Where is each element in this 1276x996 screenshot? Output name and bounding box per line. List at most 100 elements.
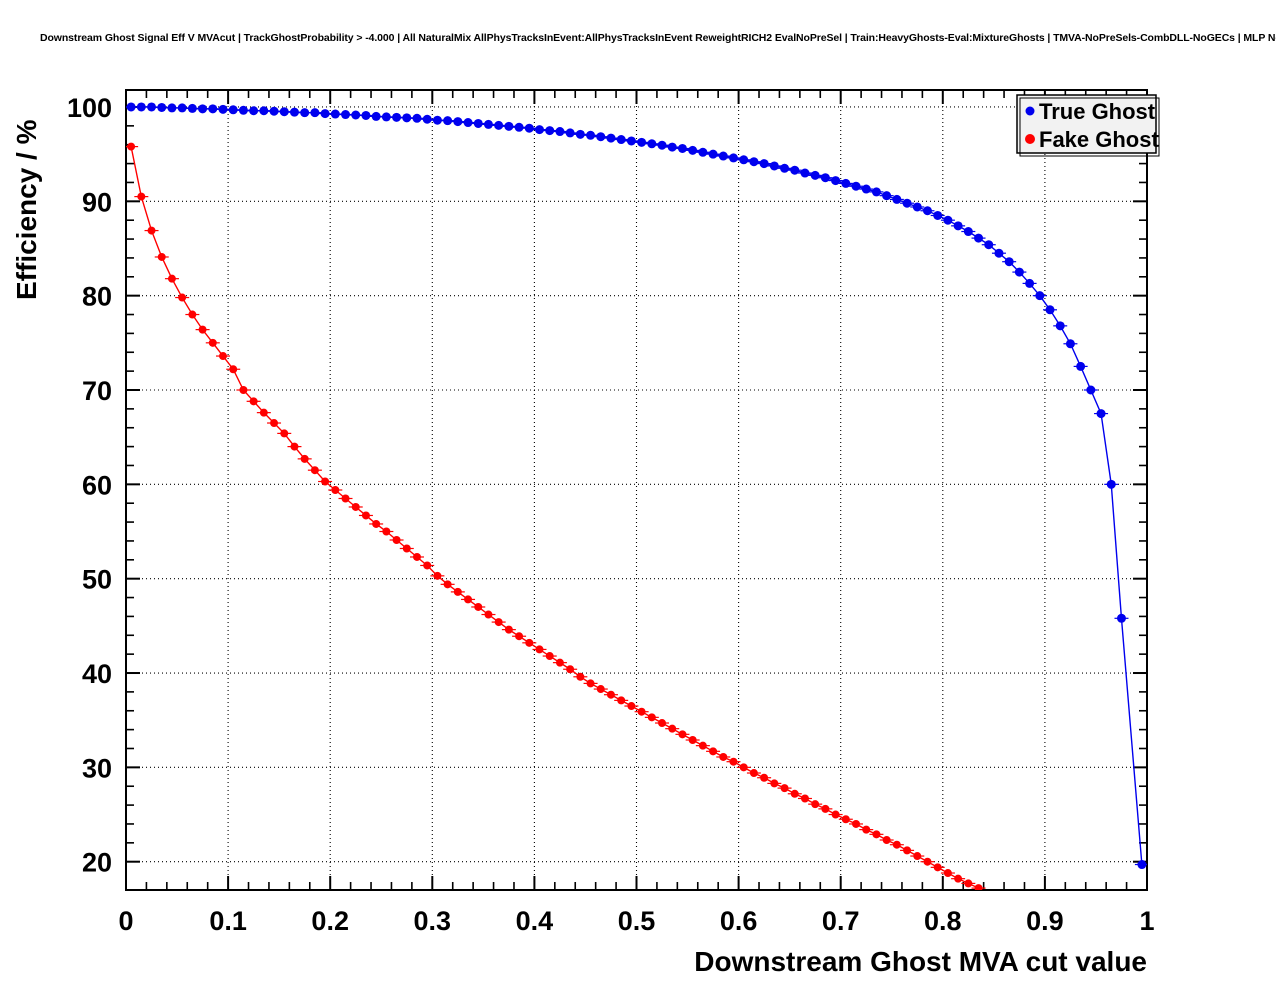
data-point (484, 610, 493, 619)
data-point (167, 103, 177, 113)
grid-lines (126, 90, 1147, 890)
data-point (1106, 479, 1116, 489)
data-point (759, 159, 769, 169)
data-point (596, 685, 605, 694)
data-point (698, 741, 707, 750)
data-point (912, 202, 922, 212)
data-point (658, 719, 667, 728)
data-point (586, 130, 596, 140)
data-point (382, 527, 391, 536)
data-point (320, 109, 330, 119)
data-point (188, 310, 197, 319)
data-point (177, 103, 187, 113)
data-point (280, 429, 289, 438)
y-tick-label: 50 (82, 565, 112, 595)
data-point (616, 135, 626, 145)
axis-ticks (125, 90, 1148, 890)
data-point (381, 112, 391, 122)
data-point (300, 108, 310, 118)
data-point (290, 442, 299, 451)
data-point (749, 769, 758, 778)
series-fake-ghost (126, 142, 986, 890)
data-point (1096, 409, 1106, 419)
data-point (688, 145, 698, 155)
data-point (361, 511, 370, 520)
data-point (698, 147, 708, 157)
data-point (218, 104, 228, 114)
data-point (810, 170, 820, 180)
data-point (647, 139, 657, 149)
x-tick-label: 0.9 (1026, 906, 1064, 936)
data-point (494, 618, 503, 627)
data-point (351, 502, 360, 511)
data-point (657, 140, 667, 150)
data-point (545, 126, 555, 136)
data-point (127, 142, 136, 151)
legend-marker-fake-ghost (1025, 134, 1035, 144)
data-point (432, 115, 442, 125)
data-point (994, 248, 1004, 258)
data-point (739, 763, 748, 772)
data-point (412, 113, 422, 123)
data-point (922, 206, 932, 216)
data-point (238, 105, 248, 115)
data-point (790, 789, 799, 798)
data-point (137, 192, 146, 201)
data-point (626, 136, 636, 146)
data-point (331, 486, 340, 494)
data-point (555, 127, 565, 137)
data-point (249, 106, 259, 116)
data-point (933, 210, 943, 220)
data-point (688, 736, 697, 744)
data-point (433, 571, 442, 580)
data-point (728, 153, 738, 163)
data-point (872, 830, 881, 839)
data-point (953, 221, 963, 231)
data-point (933, 863, 942, 872)
data-point (821, 804, 830, 813)
data-point (709, 747, 718, 756)
data-point (841, 815, 850, 824)
x-tick-label: 0.7 (822, 906, 860, 936)
legend[interactable]: True Ghost Fake Ghost (1016, 94, 1160, 157)
data-point (790, 165, 800, 175)
data-point (535, 125, 545, 135)
data-point (412, 552, 421, 561)
data-point (739, 155, 749, 165)
data-point (474, 602, 483, 611)
data-point (831, 176, 841, 186)
data-point (300, 454, 309, 463)
data-point (270, 419, 279, 428)
legend-box-shadow (1019, 97, 1160, 157)
x-tick-label: 1 (1139, 906, 1154, 936)
data-point (820, 173, 830, 183)
x-tick-label: 0.4 (516, 906, 554, 936)
data-point (1014, 267, 1024, 277)
data-point (943, 869, 952, 878)
data-point (279, 107, 289, 117)
data-point (198, 325, 207, 334)
data-point (596, 132, 606, 142)
data-point (187, 103, 197, 113)
data-point (372, 519, 381, 528)
data-point (545, 652, 554, 661)
data-point (229, 365, 238, 374)
data-point (443, 116, 453, 126)
data-point (208, 104, 218, 114)
data-point (769, 161, 779, 171)
data-point (330, 109, 340, 119)
data-point (606, 690, 615, 699)
data-point (1045, 305, 1055, 315)
data-point (341, 494, 350, 503)
data-point (392, 536, 401, 544)
data-point (514, 122, 524, 132)
data-point (157, 252, 166, 261)
data-point (719, 752, 728, 761)
legend-label-fake-ghost: Fake Ghost (1039, 127, 1159, 152)
y-tick-label: 80 (82, 282, 112, 312)
data-point (361, 110, 371, 120)
data-point (770, 779, 779, 788)
data-point (902, 198, 912, 208)
data-point (811, 800, 820, 809)
